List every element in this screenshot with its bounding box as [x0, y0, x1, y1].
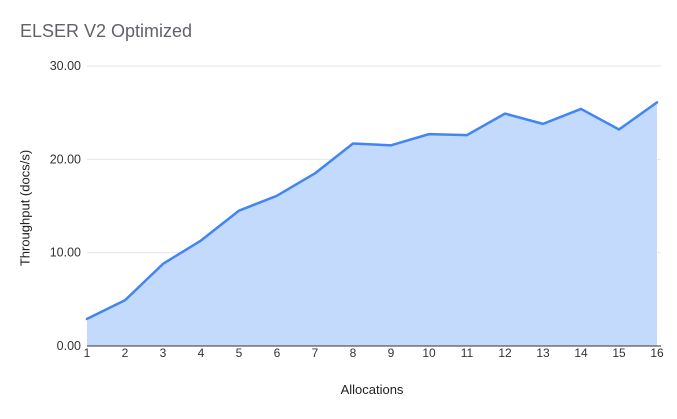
- chart-title: ELSER V2 Optimized: [20, 21, 193, 41]
- y-tick-label: 20.00: [50, 152, 81, 166]
- x-tick-label: 4: [198, 346, 205, 360]
- x-tick-label: 10: [422, 346, 436, 360]
- x-tick-label: 13: [536, 346, 550, 360]
- x-tick-label: 7: [312, 346, 319, 360]
- x-tick-label: 9: [388, 346, 395, 360]
- x-axis-title: Allocations: [340, 382, 404, 397]
- area-fill: [87, 102, 657, 347]
- y-tick-label: 30.00: [50, 59, 81, 73]
- x-tick-label: 15: [612, 346, 626, 360]
- x-tick-label: 6: [274, 346, 281, 360]
- series-line: [85, 101, 659, 321]
- x-tick-label: 12: [498, 346, 512, 360]
- y-tick-label: 10.00: [50, 246, 81, 260]
- x-tick-label: 5: [236, 346, 243, 360]
- x-tick-label: 3: [160, 346, 167, 360]
- x-tick-label: 11: [461, 346, 474, 360]
- x-tick-label: 14: [574, 346, 588, 360]
- x-tick-label: 1: [84, 346, 91, 360]
- x-tick-label: 16: [650, 346, 664, 360]
- x-tick-label: 2: [122, 346, 129, 360]
- y-tick-label: 0.00: [57, 339, 81, 353]
- x-tick-label: 8: [350, 346, 357, 360]
